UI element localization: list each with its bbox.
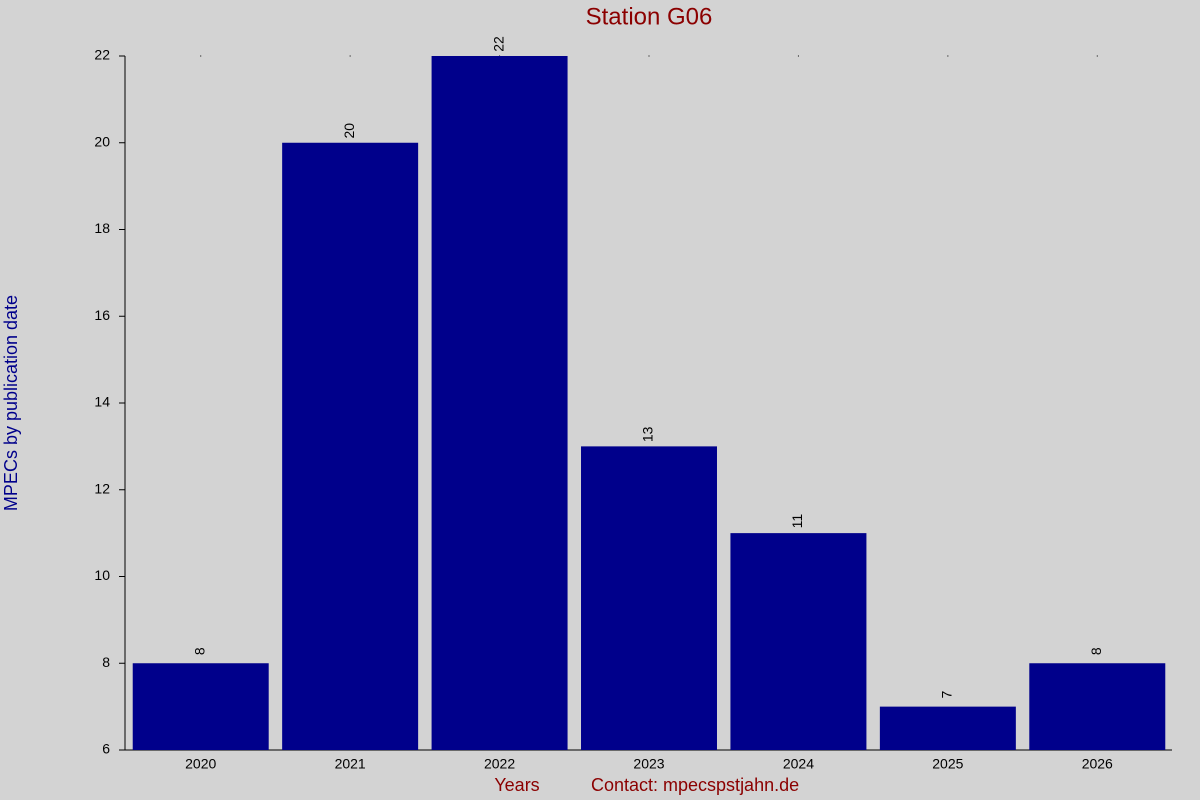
top-tick: [349, 55, 351, 57]
bar: [879, 706, 1016, 750]
bar: [730, 533, 867, 750]
value-label: 20: [341, 123, 357, 139]
y-tick-label: 20: [94, 133, 110, 149]
y-tick-label: 14: [94, 394, 110, 410]
y-axis-label: MPECs by publication date: [1, 295, 21, 511]
x-tick-label: 2020: [185, 756, 216, 772]
top-tick: [648, 55, 650, 57]
x-tick-label: 2023: [633, 756, 664, 772]
bar: [431, 56, 568, 750]
x-axis-label: Years: [494, 775, 539, 795]
x-tick-label: 2025: [932, 756, 963, 772]
top-tick: [1096, 55, 1098, 57]
y-tick-label: 12: [94, 480, 110, 496]
value-label: 11: [789, 514, 805, 529]
bar: [581, 446, 717, 750]
x-tick-label: 2026: [1082, 756, 1113, 772]
y-tick-label: 8: [102, 654, 110, 670]
y-tick-label: 10: [94, 567, 110, 583]
x-tick-label: 2021: [335, 756, 366, 772]
y-tick-label: 6: [102, 741, 110, 757]
bar: [132, 663, 269, 750]
x-tick-label: 2022: [484, 756, 515, 772]
value-label: 7: [939, 691, 955, 699]
bar: [282, 142, 419, 750]
value-label: 8: [191, 647, 207, 655]
bar: [1029, 663, 1166, 750]
value-label: 13: [640, 426, 656, 442]
x-tick-label: 2024: [783, 756, 814, 772]
value-label: 8: [1088, 647, 1104, 655]
chart-title: Station G06: [586, 3, 713, 30]
y-tick-label: 18: [94, 220, 110, 236]
y-tick-label: 16: [94, 307, 110, 323]
contact: Contact: mpecspstjahn.de: [591, 775, 799, 795]
y-tick-label: 22: [94, 47, 110, 63]
top-tick: [947, 55, 949, 57]
value-label: 22: [490, 36, 506, 52]
top-tick: [797, 55, 799, 57]
top-tick: [200, 55, 202, 57]
